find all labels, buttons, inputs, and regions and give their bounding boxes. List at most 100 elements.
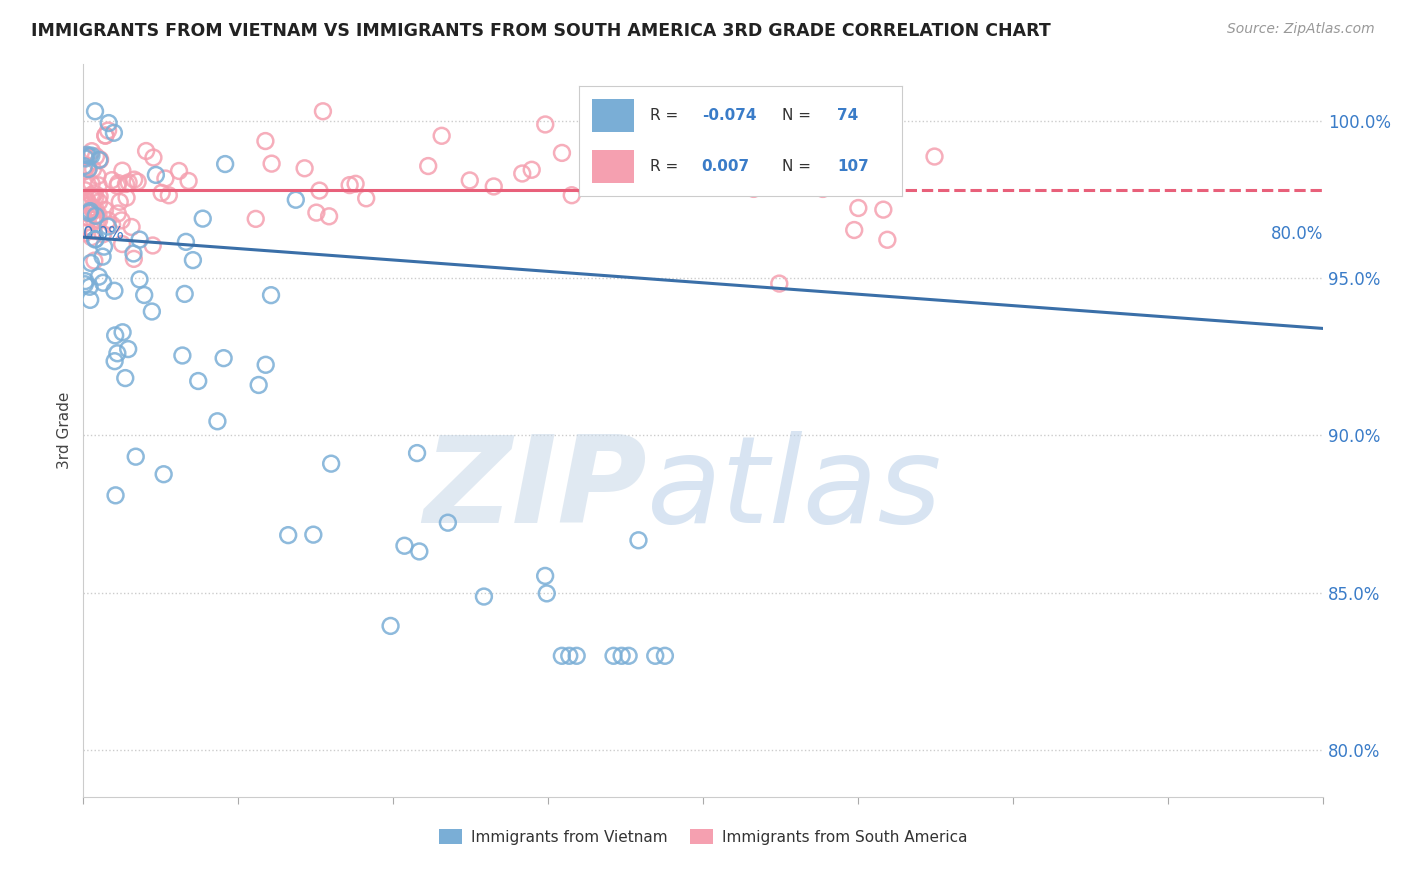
Point (89, 189, 111, 203)
Point (844, 223, 866, 237)
Point (77, 162, 100, 177)
Point (339, 178, 361, 193)
Point (152, 467, 174, 482)
Point (75, 220, 97, 235)
Point (83, 224, 105, 238)
Point (89, 153, 111, 167)
Point (150, 186, 173, 200)
Point (125, 450, 148, 464)
Point (79, 280, 101, 294)
Point (212, 351, 235, 366)
Text: 0.0%: 0.0% (83, 225, 125, 243)
Point (83, 212, 105, 227)
Text: atlas: atlas (647, 431, 943, 548)
Point (260, 288, 283, 302)
Point (167, 164, 190, 178)
Point (80, 148, 103, 162)
Point (97, 219, 120, 234)
Point (76, 159, 98, 173)
Point (80, 256, 103, 270)
Point (583, 163, 606, 178)
Point (406, 446, 429, 460)
Point (418, 159, 440, 173)
Point (122, 252, 145, 266)
Point (75, 220, 97, 235)
Point (82, 190, 104, 204)
Point (831, 162, 853, 177)
Point (115, 191, 138, 205)
Point (616, 164, 638, 178)
Point (294, 161, 316, 176)
Point (93, 240, 115, 254)
Point (172, 349, 194, 363)
Point (254, 358, 277, 372)
Point (602, 648, 624, 663)
Point (135, 144, 157, 158)
Point (458, 173, 481, 187)
Point (617, 648, 640, 663)
Point (86, 209, 108, 223)
Point (174, 235, 197, 249)
Point (834, 153, 856, 167)
Point (510, 167, 533, 181)
Point (882, 157, 904, 171)
Point (128, 233, 150, 247)
Point (77, 149, 100, 163)
Point (312, 104, 335, 119)
Point (80, 230, 103, 244)
Point (610, 648, 633, 663)
Point (83, 186, 105, 201)
Text: ZIP: ZIP (423, 431, 647, 548)
Point (91, 250, 114, 264)
Point (84, 209, 107, 223)
Point (115, 177, 138, 191)
Point (121, 219, 143, 234)
Point (558, 648, 581, 663)
Point (89, 194, 111, 209)
Point (101, 218, 124, 232)
Point (872, 202, 894, 217)
Point (107, 178, 129, 193)
Point (127, 175, 149, 189)
Point (73, 159, 96, 173)
Point (94, 128, 117, 143)
Point (654, 648, 676, 663)
Point (141, 304, 163, 318)
Point (561, 188, 583, 202)
Point (730, 134, 752, 148)
Point (84, 190, 107, 204)
Y-axis label: 3rd Grade: 3rd Grade (58, 392, 72, 469)
Point (73, 164, 96, 178)
Point (97, 123, 120, 137)
Point (768, 277, 790, 291)
Point (321, 457, 343, 471)
Point (482, 179, 505, 194)
Point (207, 414, 229, 428)
Point (77, 211, 100, 225)
Point (177, 174, 200, 188)
Point (76, 198, 98, 212)
Point (254, 134, 277, 148)
Point (142, 151, 165, 165)
Point (565, 648, 588, 663)
Point (876, 233, 898, 247)
Point (344, 177, 367, 191)
Point (173, 287, 195, 301)
Point (80, 144, 103, 158)
Point (77, 206, 100, 220)
Point (97, 116, 120, 130)
Point (77, 161, 100, 176)
Point (308, 184, 330, 198)
Point (75, 152, 97, 166)
Point (122, 172, 145, 186)
Point (84, 149, 107, 163)
Point (742, 182, 765, 196)
Point (142, 238, 165, 252)
Point (245, 211, 267, 226)
Point (103, 126, 125, 140)
Point (75, 149, 97, 163)
Point (408, 544, 430, 558)
Point (83, 253, 105, 268)
Point (76, 194, 98, 208)
Point (89, 153, 111, 167)
